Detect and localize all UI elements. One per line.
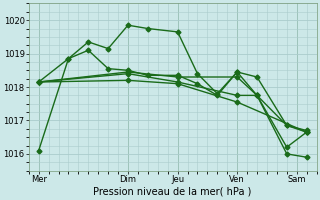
X-axis label: Pression niveau de la mer( hPa ): Pression niveau de la mer( hPa ) [93, 187, 252, 197]
